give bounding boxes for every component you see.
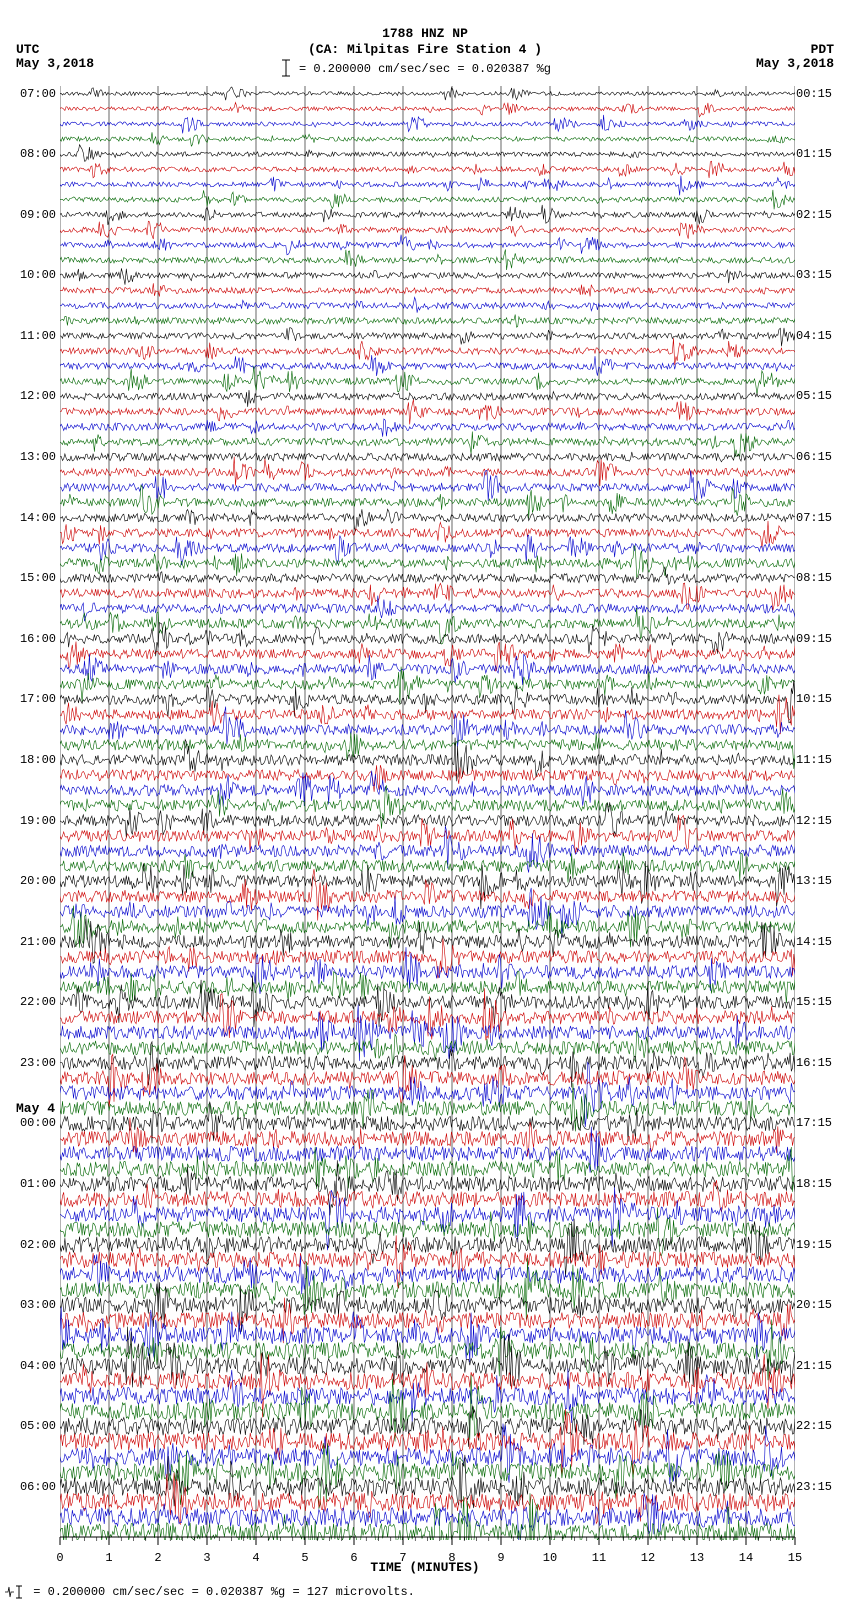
tz-left-label: UTC (16, 42, 39, 57)
left-hour-label: 23:00 (14, 1056, 56, 1070)
left-date-break: May 4 (16, 1101, 55, 1116)
right-hour-label: 02:15 (796, 208, 838, 222)
left-hour-label: 10:00 (14, 268, 56, 282)
left-hour-label: 09:00 (14, 208, 56, 222)
left-hour-label: 15:00 (14, 571, 56, 585)
right-hour-label: 11:15 (796, 753, 838, 767)
right-hour-label: 03:15 (796, 268, 838, 282)
tz-right-label: PDT (811, 42, 834, 57)
left-hour-label: 04:00 (14, 1359, 56, 1373)
right-hour-label: 08:15 (796, 571, 838, 585)
right-hour-label: 06:15 (796, 450, 838, 464)
right-hour-label: 21:15 (796, 1359, 838, 1373)
left-hour-label: 17:00 (14, 692, 56, 706)
right-hour-label: 00:15 (796, 87, 838, 101)
right-hour-label: 18:15 (796, 1177, 838, 1191)
left-hour-label: 00:00 (14, 1116, 56, 1130)
right-hour-label: 12:15 (796, 814, 838, 828)
date-right-label: May 3,2018 (756, 56, 834, 71)
left-hour-label: 06:00 (14, 1480, 56, 1494)
footer-text: = 0.200000 cm/sec/sec = 0.020387 %g = 12… (33, 1585, 415, 1599)
right-hour-label: 17:15 (796, 1116, 838, 1130)
right-hour-label: 16:15 (796, 1056, 838, 1070)
left-hour-label: 02:00 (14, 1238, 56, 1252)
right-hour-label: 05:15 (796, 389, 838, 403)
left-hour-label: 05:00 (14, 1419, 56, 1433)
left-hour-label: 20:00 (14, 874, 56, 888)
left-hour-label: 19:00 (14, 814, 56, 828)
right-hour-label: 23:15 (796, 1480, 838, 1494)
left-hour-label: 22:00 (14, 995, 56, 1009)
left-hour-label: 11:00 (14, 329, 56, 343)
left-hour-label: 12:00 (14, 389, 56, 403)
left-hour-label: 18:00 (14, 753, 56, 767)
date-left-label: May 3,2018 (16, 56, 94, 71)
right-hour-label: 13:15 (796, 874, 838, 888)
left-hour-label: 03:00 (14, 1298, 56, 1312)
left-hour-label: 13:00 (14, 450, 56, 464)
trace-canvas (60, 86, 795, 1540)
right-hour-label: 04:15 (796, 329, 838, 343)
helicorder-plot: 1788 HNZ NP (CA: Milpitas Fire Station 4… (0, 0, 850, 1613)
scale-text: = 0.200000 cm/sec/sec = 0.020387 %g (0, 62, 850, 76)
left-hour-label: 07:00 (14, 87, 56, 101)
right-hour-label: 15:15 (796, 995, 838, 1009)
x-axis-title: TIME (MINUTES) (0, 1560, 850, 1575)
left-hour-label: 14:00 (14, 511, 56, 525)
right-hour-label: 01:15 (796, 147, 838, 161)
right-hour-label: 20:15 (796, 1298, 838, 1312)
footer-scale-text: = 0.200000 cm/sec/sec = 0.020387 %g = 12… (4, 1585, 415, 1599)
left-hour-label: 08:00 (14, 147, 56, 161)
right-hour-label: 10:15 (796, 692, 838, 706)
right-hour-label: 09:15 (796, 632, 838, 646)
left-hour-label: 21:00 (14, 935, 56, 949)
right-hour-label: 14:15 (796, 935, 838, 949)
right-hour-label: 07:15 (796, 511, 838, 525)
plot-title: 1788 HNZ NP (0, 26, 850, 41)
x-axis-ticks (60, 1537, 795, 1551)
plot-area (60, 86, 795, 1540)
station-subtitle: (CA: Milpitas Fire Station 4 ) (0, 42, 850, 57)
left-hour-label: 01:00 (14, 1177, 56, 1191)
left-hour-label: 16:00 (14, 632, 56, 646)
right-hour-label: 19:15 (796, 1238, 838, 1252)
right-hour-label: 22:15 (796, 1419, 838, 1433)
